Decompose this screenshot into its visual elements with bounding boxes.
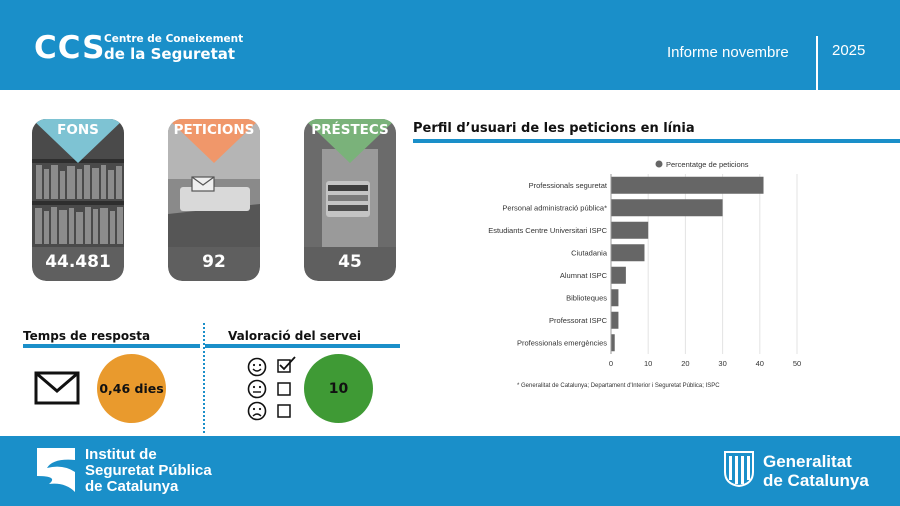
card-label: PETICIONS [173, 122, 255, 138]
generalitat-line2: de Catalunya [763, 471, 869, 490]
smile-face-icon [247, 357, 267, 377]
bookshelf-photo [32, 119, 124, 247]
fons-banner [32, 119, 124, 163]
chart-title-underline [413, 139, 900, 143]
category-label: Professionals emergències [517, 338, 607, 347]
rating-title: Valoració del servei [228, 329, 362, 343]
chart-title: Perfil d’usuari de les peticions en líni… [413, 121, 695, 136]
x-tick-label: 40 [756, 359, 764, 368]
response-time-underline [23, 344, 200, 348]
generalitat-logo-text: Generalitat de Catalunya [763, 452, 869, 490]
bar-chart: Percentatge de peticions 0 10 20 30 40 50 Profe… [488, 160, 801, 389]
x-tick-label: 50 [793, 359, 801, 368]
x-tick-label: 10 [644, 359, 652, 368]
peticions-banner [168, 119, 260, 163]
category-label: Biblioteques [566, 293, 607, 302]
checked-box-icon [277, 356, 296, 373]
panel-divider [203, 323, 205, 433]
logo-subtitle-line1: Centre de Coneixement [104, 33, 244, 45]
stat-card-peticions: PETICIONS 92 [168, 119, 260, 281]
rating-value: 10 [304, 354, 373, 423]
stat-card-prestecs: PRÉSTECS 45 [304, 119, 396, 281]
bar [611, 266, 626, 284]
empty-box-icon [277, 382, 291, 396]
card-label: PRÉSTECS [311, 122, 389, 138]
generalitat-line1: Generalitat [763, 452, 852, 471]
bar [611, 289, 619, 307]
stat-card-fons: FONS 44.481 [32, 119, 124, 281]
response-time-title: Temps de resposta [23, 329, 151, 343]
bar [611, 176, 764, 194]
x-tick-label: 0 [609, 359, 613, 368]
ispc-logo-icon [37, 448, 75, 492]
bar [611, 221, 649, 239]
ccs-logo: CCS [34, 30, 106, 66]
report-year: 2025 [832, 42, 866, 59]
category-label: Ciutadania [571, 248, 608, 257]
legend-marker [655, 160, 663, 168]
chart-footnote: * Generalitat de Catalunya; Departament … [517, 383, 720, 389]
header-bar [0, 0, 900, 90]
category-label: Estudiants Centre Universitari ISPC [488, 226, 607, 235]
category-label: Personal administració pública* [502, 203, 607, 212]
generalitat-logo-icon [724, 451, 754, 488]
prestecs-banner [304, 119, 396, 163]
card-value: 92 [168, 247, 260, 281]
neutral-face-icon [247, 379, 267, 399]
ispc-line3: de Catalunya [85, 478, 179, 495]
response-time-value: 0,46 dies [97, 354, 166, 423]
legend-label: Percentatge de peticions [666, 160, 749, 169]
rating-underline [205, 344, 400, 348]
card-value: 44.481 [32, 247, 124, 281]
logo-subtitle-line2: de la Seguretat [104, 45, 236, 63]
x-tick-label: 20 [681, 359, 689, 368]
category-label: Professorat ISPC [549, 316, 608, 325]
bar [611, 311, 619, 329]
card-value: 45 [304, 247, 396, 281]
bar [611, 244, 645, 262]
report-title: Informe novembre [667, 44, 789, 61]
category-label: Professionals seguretat [529, 181, 608, 190]
ispc-line1: Institut de [85, 446, 157, 463]
ispc-line2: Seguretat Pública [85, 462, 212, 479]
sad-face-icon [247, 401, 267, 421]
x-tick-label: 30 [718, 359, 726, 368]
header-divider [816, 36, 818, 90]
envelope-icon [34, 371, 80, 405]
category-label: Alumnat ISPC [560, 271, 608, 280]
empty-box-icon [277, 404, 291, 418]
ispc-logo-text: Institut de Seguretat Pública de Catalun… [85, 447, 212, 495]
bar [611, 334, 615, 352]
bar [611, 199, 723, 217]
card-label: FONS [57, 122, 99, 138]
